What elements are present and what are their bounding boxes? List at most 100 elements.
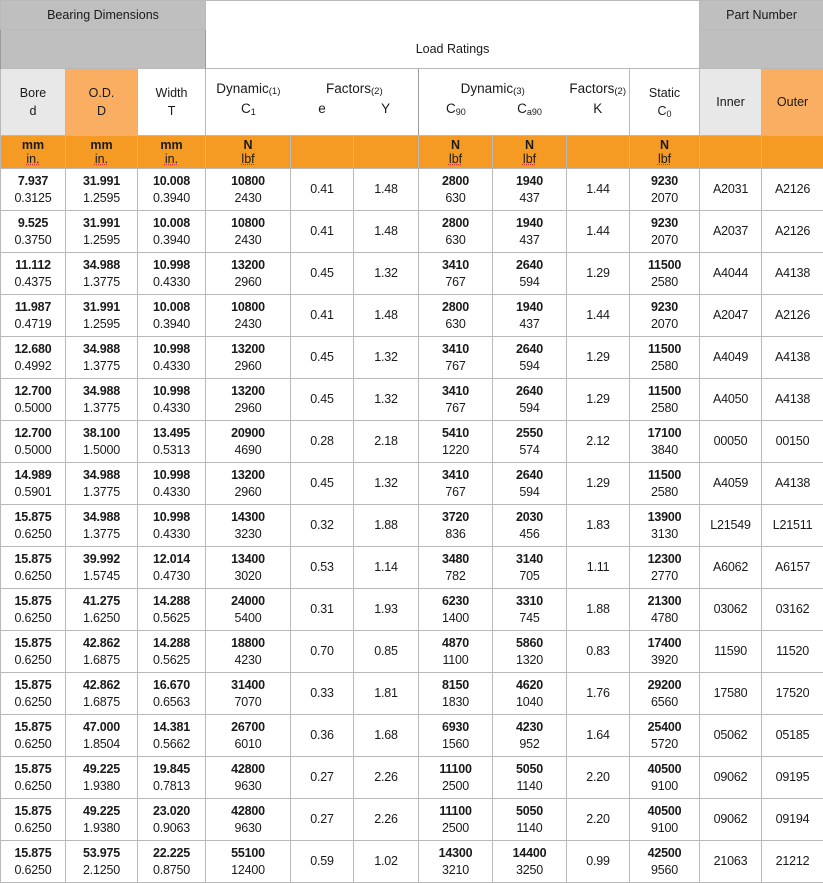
value-secondary: 1040: [493, 695, 566, 709]
value-secondary: 0.5000: [1, 443, 65, 457]
value-single: 1.44: [567, 182, 629, 196]
value-single: 0.99: [567, 854, 629, 868]
value-single: 05185: [762, 728, 823, 742]
value-primary: 11500: [630, 342, 699, 356]
value-primary: 53.975: [66, 846, 137, 860]
value-secondary: 0.6250: [1, 569, 65, 583]
factors1-note: (2): [371, 86, 383, 97]
value-secondary: 0.5662: [138, 737, 205, 751]
value-single: 1.32: [354, 392, 418, 406]
cell-e: 0.70: [291, 631, 354, 673]
col-header-outer: Outer: [762, 69, 823, 136]
cell-y: 1.48: [354, 169, 419, 211]
value-secondary: 630: [419, 233, 492, 247]
value-primary: 21300: [630, 594, 699, 608]
value-secondary: 12400: [206, 863, 290, 877]
value-primary: 17400: [630, 636, 699, 650]
cell-y: 1.48: [354, 295, 419, 337]
cell-k: 1.29: [567, 337, 630, 379]
value-single: 1.29: [567, 350, 629, 364]
value-single: A4138: [762, 350, 823, 364]
value-primary: 41.275: [66, 594, 137, 608]
value-single: 1.88: [567, 602, 629, 616]
value-primary: 2640: [493, 384, 566, 398]
value-single: 2.12: [567, 434, 629, 448]
value-single: 0.41: [291, 224, 353, 238]
value-primary: 11100: [419, 804, 492, 818]
cell-inner: 17580: [700, 673, 762, 715]
value-secondary: 1220: [419, 443, 492, 457]
cell-outer: A4138: [762, 337, 823, 379]
cell-outer: A2126: [762, 295, 823, 337]
cell-outer: 05185: [762, 715, 823, 757]
dynamic3-label: Dynamic(3): [419, 81, 566, 97]
value-primary: 13200: [206, 468, 290, 482]
value-secondary: 5400: [206, 611, 290, 625]
value-secondary: 2430: [206, 233, 290, 247]
value-secondary: 0.3940: [138, 317, 205, 331]
value-single: 0.41: [291, 182, 353, 196]
value-primary: 11100: [419, 762, 492, 776]
value-secondary: 2960: [206, 485, 290, 499]
dynamic3-note: (3): [513, 86, 525, 97]
value-primary: 15.875: [1, 510, 65, 524]
value-primary: 5860: [493, 636, 566, 650]
value-single: 2.26: [354, 812, 418, 826]
value-primary: 10.998: [138, 468, 205, 482]
units-width: mm in.: [138, 136, 206, 169]
value-primary: 19.845: [138, 762, 205, 776]
cell-k: 1.64: [567, 715, 630, 757]
value-secondary: 0.6250: [1, 695, 65, 709]
value-secondary: 0.5901: [1, 485, 65, 499]
units-c0-N: N: [630, 138, 699, 152]
value-primary: 2030: [493, 510, 566, 524]
value-primary: 10.998: [138, 258, 205, 272]
value-single: 21063: [700, 854, 761, 868]
units-e: [291, 136, 354, 169]
cell-e: 0.36: [291, 715, 354, 757]
value-primary: 40500: [630, 804, 699, 818]
value-secondary: 594: [493, 359, 566, 373]
load-ratings-label-row: Load Ratings: [1, 30, 823, 69]
value-single: A4050: [700, 392, 761, 406]
value-single: 09062: [700, 812, 761, 826]
value-secondary: 9100: [630, 821, 699, 835]
value-single: A2126: [762, 182, 823, 196]
value-secondary: 1.3775: [66, 527, 137, 541]
value-primary: 12300: [630, 552, 699, 566]
value-primary: 11.112: [1, 258, 65, 272]
bore-label: Bore: [1, 86, 65, 100]
value-single: 1.64: [567, 728, 629, 742]
col-header-inner: Inner: [700, 69, 762, 136]
value-single: 17520: [762, 686, 823, 700]
value-single: A2047: [700, 308, 761, 322]
value-secondary: 2070: [630, 233, 699, 247]
units-outer: [762, 136, 823, 169]
lr-right-pad-1: [700, 30, 762, 69]
